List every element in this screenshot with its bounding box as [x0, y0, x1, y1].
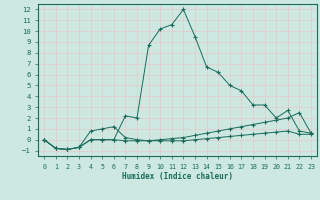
X-axis label: Humidex (Indice chaleur): Humidex (Indice chaleur) — [122, 172, 233, 181]
